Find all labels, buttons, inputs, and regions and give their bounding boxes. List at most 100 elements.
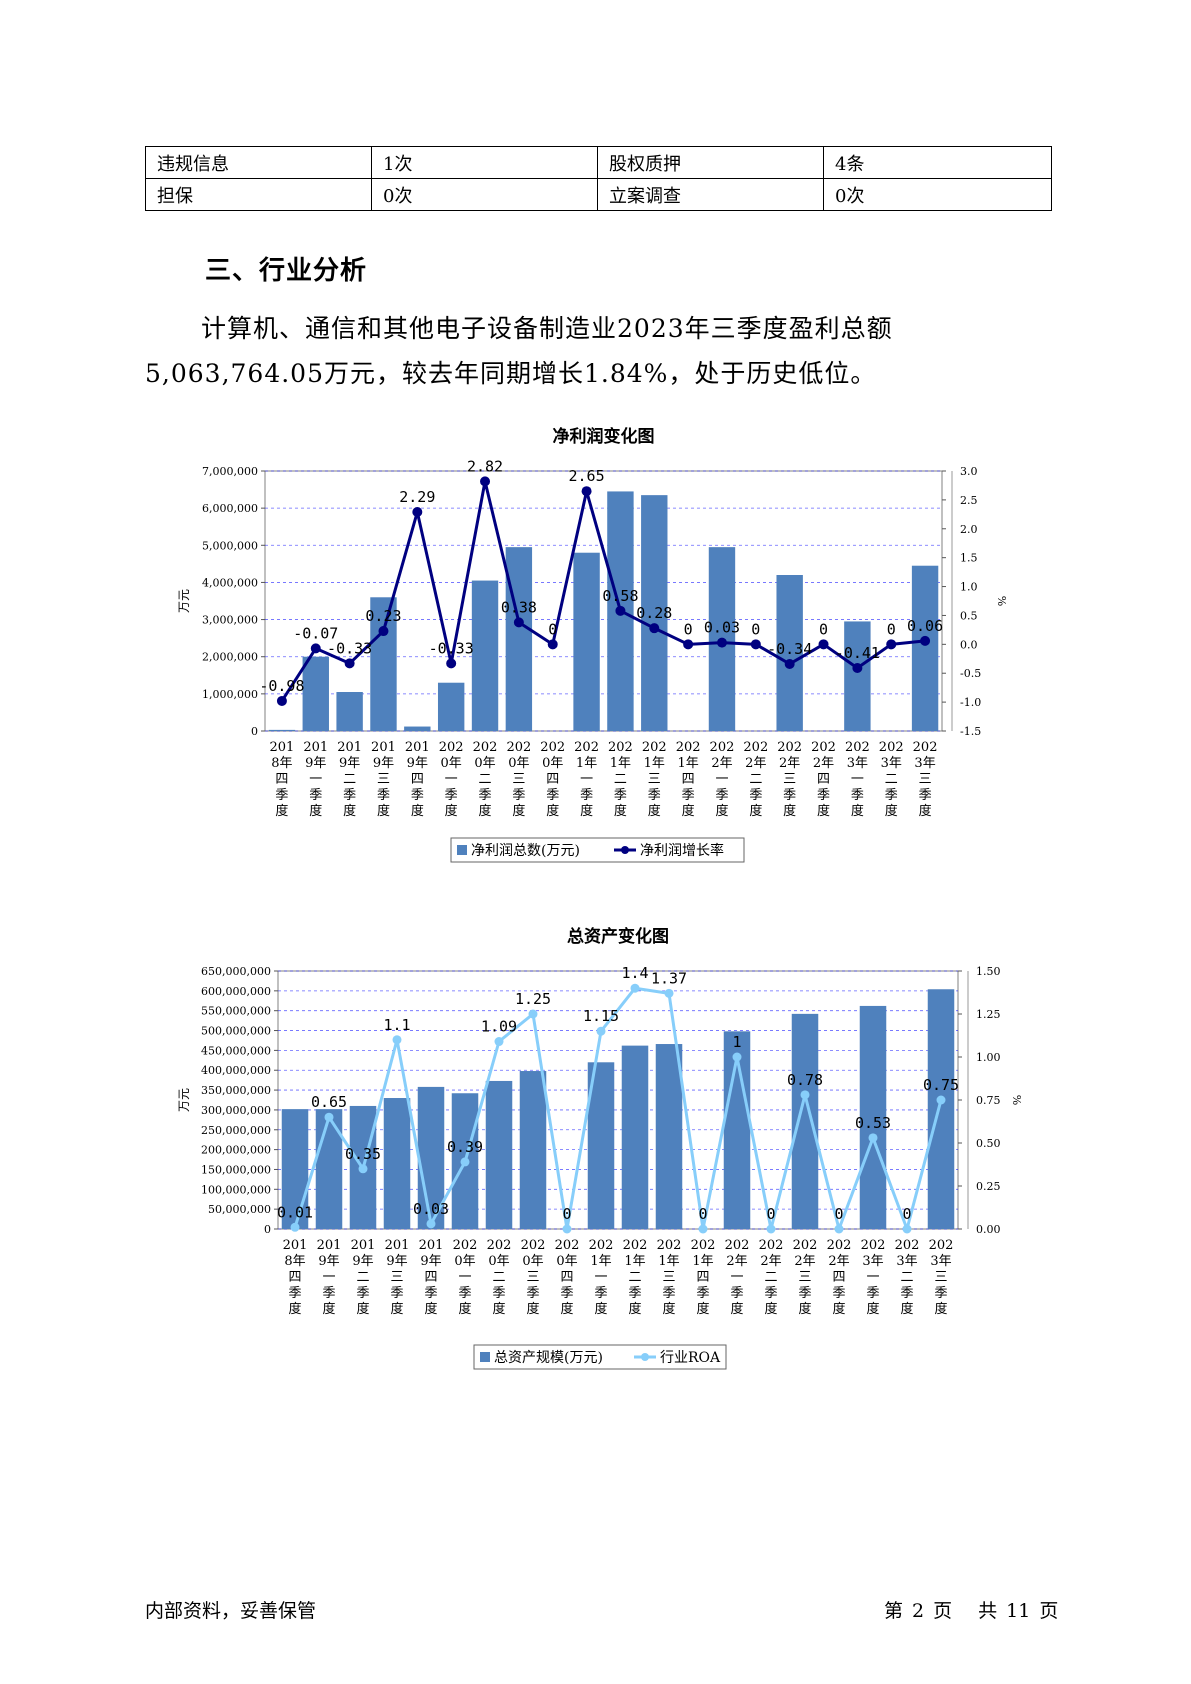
x-tick-label: 201 <box>385 1238 410 1253</box>
x-tick-label: 三 <box>390 1270 403 1285</box>
bar <box>370 597 397 731</box>
legend-line-marker <box>641 1353 649 1361</box>
y-tick-label: 100,000,000 <box>201 1183 271 1196</box>
line-point <box>784 658 795 669</box>
x-tick-label: 9年 <box>318 1254 339 1269</box>
x-tick-label: 度 <box>377 803 390 819</box>
x-tick-label: 度 <box>356 1301 369 1317</box>
x-tick-label: 度 <box>546 803 559 819</box>
x-tick-label: 三 <box>798 1270 811 1285</box>
x-tick-label: 季 <box>322 1286 335 1301</box>
x-tick-label: 二 <box>900 1270 913 1285</box>
x-tick-label: 202 <box>453 1238 478 1253</box>
bar <box>505 547 533 731</box>
data-label: 0.53 <box>855 1114 891 1132</box>
x-tick-label: 202 <box>574 740 599 755</box>
x-tick-label: 度 <box>343 803 356 819</box>
y-tick-label: 1,000,000 <box>202 688 258 701</box>
x-tick-label: 3年 <box>847 756 868 771</box>
line-point <box>276 695 287 706</box>
line-point <box>834 1224 844 1234</box>
x-tick-label: 201 <box>351 1238 376 1253</box>
x-tick-label: 季 <box>628 1286 641 1301</box>
x-tick-label: 季 <box>648 788 661 803</box>
x-tick-label: 9年 <box>407 756 428 771</box>
page-total: 11 <box>1006 1600 1031 1622</box>
legend-box <box>450 837 745 863</box>
x-tick-label: 季 <box>682 788 695 803</box>
x-tick-label: 202 <box>691 1238 716 1253</box>
x-tick-label: 季 <box>458 1286 471 1301</box>
bar <box>383 1098 411 1229</box>
total-prefix: 共 <box>978 1600 998 1622</box>
bar <box>315 1109 343 1229</box>
y2-tick-label: 0.0 <box>960 638 978 651</box>
line-point <box>868 1133 878 1143</box>
x-tick-label: 季 <box>798 1286 811 1301</box>
x-tick-label: 2年 <box>726 1254 747 1269</box>
data-label: 0.38 <box>501 598 537 616</box>
x-tick-label: 季 <box>866 1286 879 1301</box>
bar <box>404 726 431 731</box>
x-tick-label: 1年 <box>658 1254 679 1269</box>
x-tick-label: 度 <box>764 1301 777 1317</box>
data-label: 2.82 <box>467 457 503 475</box>
x-tick-label: 度 <box>851 803 864 819</box>
x-tick-label: 度 <box>648 803 661 819</box>
x-tick-label: 季 <box>817 788 830 803</box>
x-tick-label: 三 <box>783 772 796 787</box>
x-tick-label: 201 <box>405 740 430 755</box>
x-tick-label: 度 <box>696 1301 709 1317</box>
x-tick-label: 一 <box>730 1270 743 1285</box>
x-tick-label: 三 <box>919 772 932 787</box>
data-label: 0.01 <box>277 1203 313 1221</box>
x-tick-label: 季 <box>885 788 898 803</box>
bar <box>655 1044 683 1229</box>
x-tick-label: 季 <box>715 788 728 803</box>
x-tick-label: 度 <box>479 803 492 819</box>
data-label: -0.07 <box>293 624 338 642</box>
x-tick-label: 季 <box>934 1286 947 1301</box>
y-axis-label: 万元 <box>177 589 191 613</box>
x-tick-label: 度 <box>492 1301 505 1317</box>
table-row: 担保 0次 立案调查 0次 <box>145 178 1052 211</box>
x-tick-label: 季 <box>919 788 932 803</box>
x-tick-label: 度 <box>322 1301 335 1317</box>
y-tick-label: 2,000,000 <box>202 651 258 664</box>
total-assets-chart: 总资产变化图 0 50,000,000 100,000,000 150,000,000 2… <box>177 926 1023 1370</box>
x-tick-label: 二 <box>628 1270 641 1285</box>
x-tick-label: 四 <box>546 772 559 787</box>
y2-tick-label: 0.5 <box>960 609 978 622</box>
x-tick-label: 202 <box>657 1238 682 1253</box>
x-tick-label: 202 <box>555 1238 580 1253</box>
y2-tick-label: 3.0 <box>960 465 978 478</box>
x-tick-label: 1年 <box>610 756 631 771</box>
bar <box>268 729 296 731</box>
y2-tick-label: 0.25 <box>976 1180 1001 1193</box>
x-tick-label: 季 <box>546 788 559 803</box>
data-label: 0 <box>834 1205 843 1223</box>
x-tick-label: 一 <box>445 772 458 787</box>
x-tick-label: 201 <box>270 740 295 755</box>
analysis-paragraph: 计算机、通信和其他电子设备制造业2023年三季度盈利总额 5,063,764.0… <box>145 306 1085 396</box>
y-tick-label: 200,000,000 <box>201 1144 271 1157</box>
x-tick-label: 3年 <box>896 1254 917 1269</box>
y-tick-label: 250,000,000 <box>201 1124 271 1137</box>
x-tick-label: 9年 <box>339 756 360 771</box>
y2-axis-label: % <box>1010 1095 1023 1105</box>
x-tick-label: 度 <box>682 803 695 819</box>
x-tick-label: 一 <box>866 1270 879 1285</box>
data-label: 0.78 <box>787 1071 823 1089</box>
x-tick-label: 度 <box>749 803 762 819</box>
x-tick-label: 202 <box>895 1238 920 1253</box>
x-tick-label: 202 <box>811 740 836 755</box>
line-point <box>513 617 524 628</box>
data-label: 2.29 <box>399 488 435 506</box>
x-tick-label: 1年 <box>590 1254 611 1269</box>
x-tick-label: 度 <box>512 803 525 819</box>
x-tick-label: 202 <box>642 740 667 755</box>
x-tick-label: 202 <box>589 1238 614 1253</box>
bar <box>302 656 329 731</box>
x-tick-label: 度 <box>798 1301 811 1317</box>
y-tick-label: 400,000,000 <box>201 1064 271 1077</box>
